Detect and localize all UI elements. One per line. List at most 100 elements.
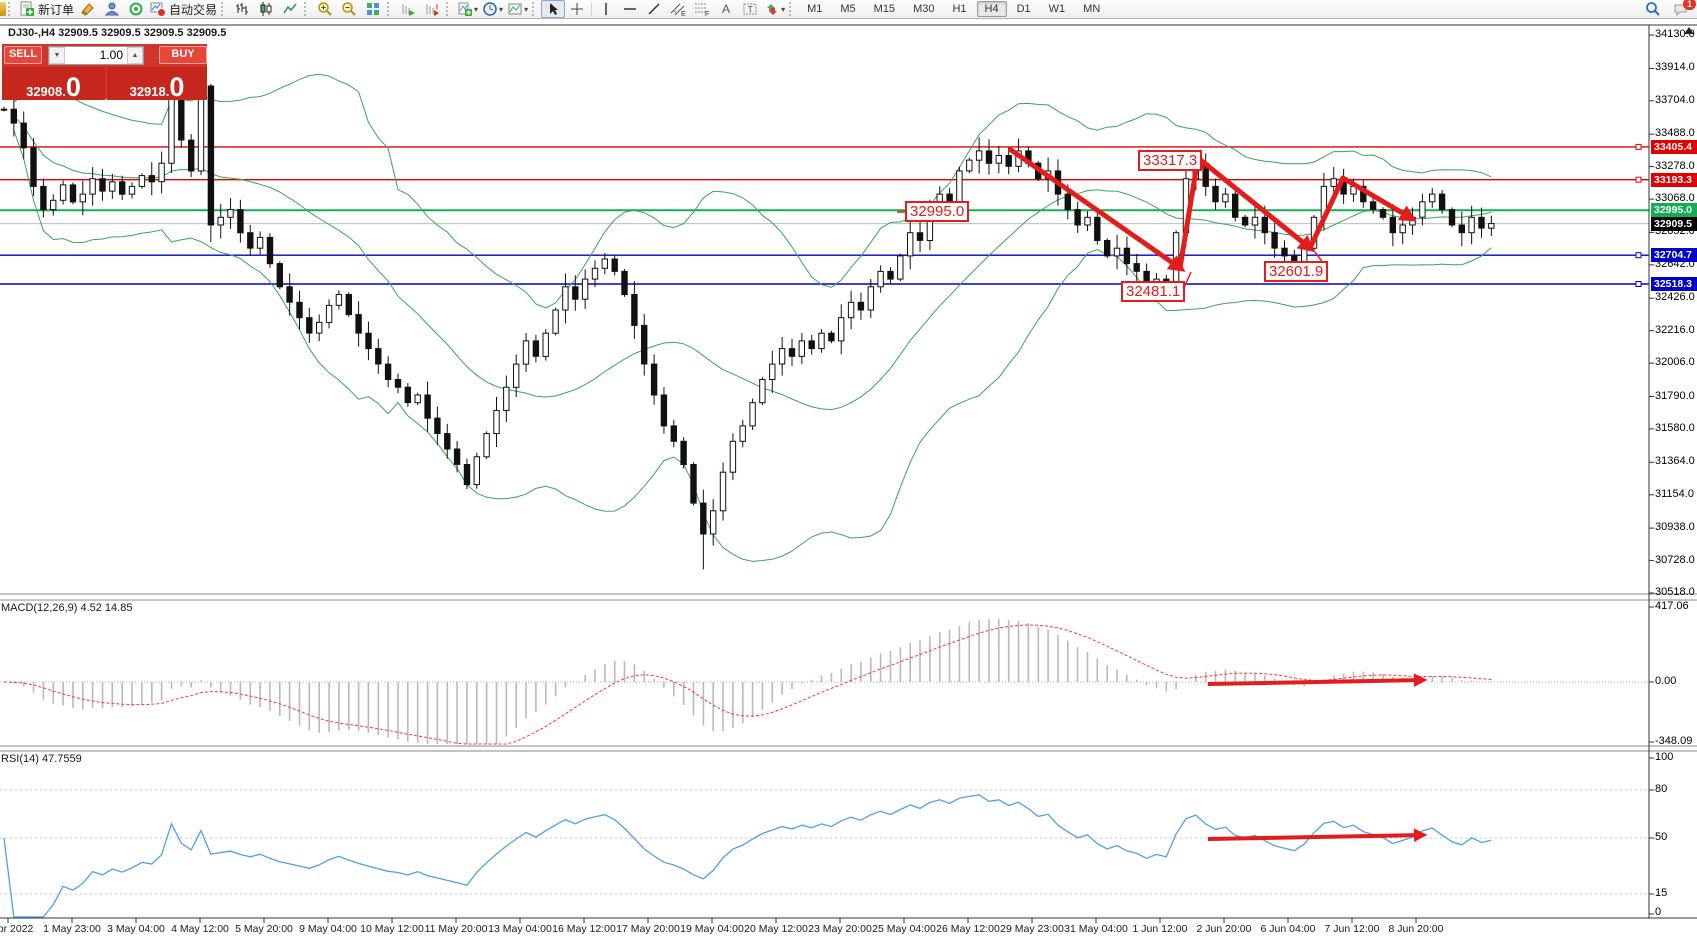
- y-axis-tick: 31154.0: [1655, 487, 1694, 500]
- text-button[interactable]: A: [714, 0, 738, 18]
- y-axis-tick: 32426.0: [1655, 291, 1695, 304]
- vertical-line-button[interactable]: [594, 0, 618, 18]
- timeframe-M15[interactable]: M15: [873, 3, 896, 15]
- indicators-icon: [458, 2, 473, 16]
- trend-line-button[interactable]: [642, 0, 666, 18]
- y-axis-tick: 30728.0: [1655, 553, 1695, 566]
- x-axis-tick: 23 May 20:00: [808, 923, 872, 935]
- chart-title: DJ30-,H4 32909.5 32909.5 32909.5 32909.5: [8, 27, 227, 39]
- svg-text:E: E: [681, 11, 686, 17]
- buy-price[interactable]: 32918. 0: [107, 67, 207, 102]
- chart-shift-button[interactable]: [420, 0, 444, 18]
- periods-caret: ▾: [499, 4, 504, 14]
- text-icon: A: [722, 2, 730, 16]
- x-axis-tick: 19 May 04:00: [680, 923, 744, 935]
- buy-price-pip: 0: [169, 72, 185, 102]
- toolbar-grip[interactable]: [221, 2, 228, 16]
- text-label-button[interactable]: T: [738, 0, 762, 18]
- sell-price[interactable]: 32908. 0: [2, 67, 105, 102]
- toolbar-grip[interactable]: [304, 2, 311, 16]
- line-chart-button[interactable]: [278, 0, 302, 18]
- x-axis-tick: 26 May 12:00: [936, 923, 1000, 935]
- fibonacci-button[interactable]: F: [690, 0, 714, 18]
- y-axis-tick: 32216.0: [1655, 323, 1695, 336]
- eraser-button[interactable]: [76, 0, 100, 18]
- bar-chart-button[interactable]: [230, 0, 254, 18]
- rsi-axis-tick: 100: [1655, 751, 1674, 763]
- cursor-button[interactable]: [541, 0, 566, 18]
- zoom-in-icon: [318, 2, 332, 16]
- templates-button[interactable]: ▾: [505, 0, 530, 18]
- toolbar-grip[interactable]: [789, 2, 796, 16]
- y-axis-tick: 33068.0: [1655, 192, 1695, 205]
- crosshair-icon: [571, 3, 584, 15]
- candlestick-chart-button[interactable]: [254, 0, 278, 18]
- vertical-line-icon: [605, 3, 607, 15]
- annotation-price-label[interactable]: 32481.1: [1121, 281, 1186, 302]
- new-order-icon: [20, 1, 34, 16]
- auto-scroll-button[interactable]: [396, 0, 420, 18]
- sell-price-pip: 0: [65, 72, 81, 102]
- x-axis-tick: 31 May 04:00: [1064, 923, 1128, 935]
- arrows-button[interactable]: ▾: [762, 0, 787, 18]
- y-axis-tick: 33278.0: [1655, 159, 1695, 172]
- timeframe-M30[interactable]: M30: [913, 3, 935, 15]
- indicators-button[interactable]: ▾: [455, 0, 480, 18]
- autotrading-button[interactable]: 自动交易: [148, 0, 219, 18]
- annotation-price-label[interactable]: 32601.9: [1264, 261, 1329, 282]
- candlesticks: [0, 52, 1495, 570]
- zoom-out-icon: [342, 2, 356, 16]
- annotation-price-label[interactable]: 32995.0: [905, 201, 970, 222]
- annotation-price-label[interactable]: 33317.3: [1138, 150, 1203, 171]
- zoom-in-button[interactable]: [313, 0, 337, 18]
- toolbar-grip[interactable]: [532, 2, 539, 16]
- tile-windows-button[interactable]: [361, 0, 385, 18]
- x-axis-tick: 29 May 23:00: [1000, 923, 1064, 935]
- search-button[interactable]: [1641, 0, 1665, 18]
- x-axis-tick: 9 May 04:00: [299, 923, 357, 935]
- y-axis-tick: 30938.0: [1655, 521, 1695, 534]
- horizontal-line-button[interactable]: [618, 0, 642, 18]
- y-axis-tick: 31790.0: [1655, 389, 1695, 402]
- autotrading-label: 自动交易: [169, 2, 218, 17]
- price-level-badge: 32704.7: [1651, 248, 1697, 263]
- scroll-up-marker[interactable]: [1684, 27, 1694, 34]
- y-axis-tick: 33488.0: [1655, 127, 1695, 140]
- volume-decrease-button[interactable]: ▼: [49, 47, 65, 64]
- rsi-axis-tick: 15: [1655, 887, 1668, 899]
- volume-value[interactable]: 1.00: [99, 48, 123, 62]
- toolbar-grip[interactable]: [387, 2, 394, 16]
- macd-arrow: [1207, 673, 1428, 687]
- timeframe-bar: M1 M5 M15 M30 H1 H4 D1 W1 MN: [798, 1, 1109, 17]
- auto-scroll-icon: [402, 4, 416, 16]
- svg-text:F: F: [705, 11, 709, 17]
- sell-button[interactable]: SELL: [4, 46, 42, 64]
- sounds-button[interactable]: [124, 0, 148, 18]
- price-level-badge: 33405.4: [1651, 139, 1697, 154]
- macd-label: MACD(12,26,9) 4.52 14.85: [1, 602, 133, 614]
- toolbar-grip[interactable]: [8, 2, 15, 16]
- buy-button[interactable]: BUY: [159, 46, 207, 64]
- timeframe-M1[interactable]: M1: [807, 3, 823, 15]
- timeframe-M5[interactable]: M5: [840, 3, 856, 15]
- equidistant-channel-icon: E: [670, 3, 686, 17]
- fibonacci-icon: F: [695, 3, 709, 17]
- toolbar-grip[interactable]: [446, 2, 453, 16]
- timeframe-MN[interactable]: MN: [1083, 3, 1101, 15]
- metaeditor-button[interactable]: [100, 0, 124, 18]
- equidistant-channel-button[interactable]: E: [666, 0, 690, 18]
- chat-button[interactable]: 1: [1669, 0, 1696, 18]
- crosshair-button[interactable]: [565, 0, 589, 18]
- new-order-button[interactable]: 新订单: [17, 0, 76, 18]
- zoom-out-button[interactable]: [337, 0, 361, 18]
- timeframe-W1[interactable]: W1: [1048, 3, 1066, 15]
- volume-increase-button[interactable]: ▲: [127, 47, 143, 64]
- arrows-icon: [767, 4, 778, 15]
- timeframe-H1[interactable]: H1: [952, 3, 967, 15]
- timeframe-H4[interactable]: H4: [976, 1, 1007, 17]
- periods-button[interactable]: ▾: [480, 0, 505, 18]
- timeframe-D1[interactable]: D1: [1016, 3, 1031, 15]
- sounds-icon: [129, 2, 143, 16]
- new-order-label: 新订单: [38, 2, 75, 17]
